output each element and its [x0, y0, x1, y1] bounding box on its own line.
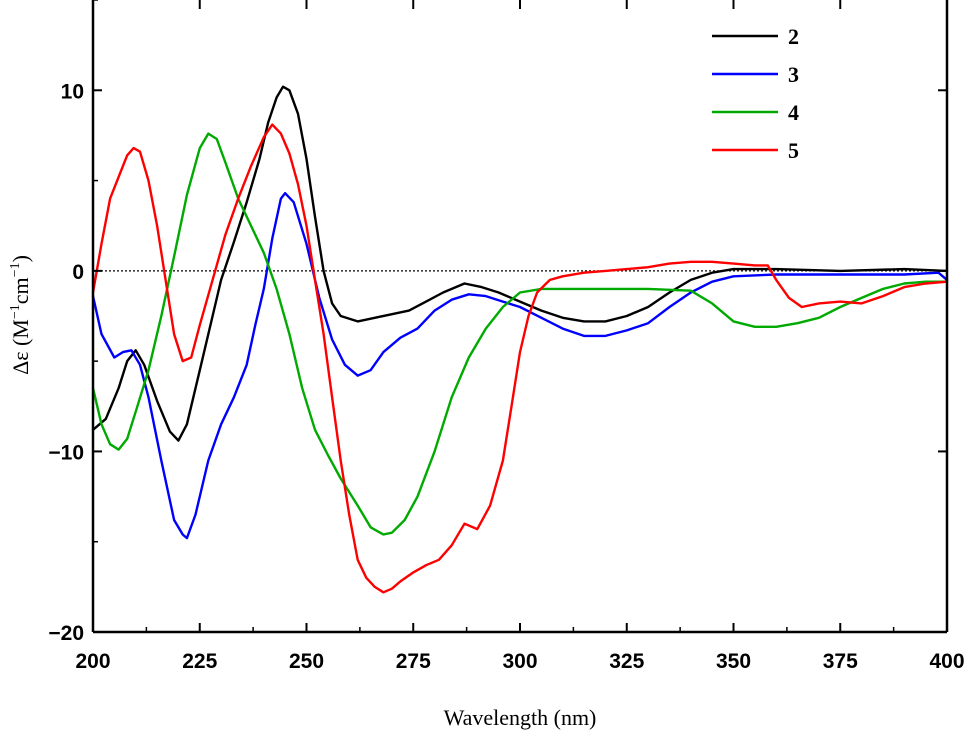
legend: 2 3 4 5 — [712, 24, 799, 163]
y-axis-title: Δε (M−1cm−1) — [8, 255, 33, 375]
x-tick-label: 325 — [609, 650, 644, 673]
x-axis-ticks: 200 225 250 275 300 325 350 375 400 — [75, 0, 965, 673]
legend-label: 5 — [788, 138, 799, 163]
series-line-5 — [91, 123, 949, 594]
x-tick-label: 275 — [396, 650, 431, 673]
y-axis-ticks: −20 −10 0 10 — [48, 0, 947, 645]
x-tick-label: 300 — [502, 650, 537, 673]
legend-entry-2: 2 — [712, 24, 799, 49]
x-tick-label: 200 — [75, 650, 110, 673]
series-line-4 — [91, 132, 949, 536]
x-tick-label: 250 — [289, 650, 324, 673]
axes-layer — [91, 0, 949, 634]
y-axis-title-mid: cm — [8, 277, 33, 304]
legend-entry-3: 3 — [712, 62, 799, 87]
x-tick-label: 350 — [716, 650, 751, 673]
series-line-3 — [91, 192, 949, 540]
y-tick-label: −20 — [48, 622, 84, 645]
x-tick-label: 375 — [823, 650, 858, 673]
x-tick-label: 225 — [182, 650, 217, 673]
legend-entry-4: 4 — [712, 100, 799, 125]
legend-label: 3 — [788, 62, 799, 87]
legend-label: 4 — [788, 100, 799, 125]
y-tick-label: −10 — [48, 441, 84, 464]
y-axis-title-base: Δε (M — [8, 319, 33, 375]
y-axis-title-end: ) — [8, 255, 33, 262]
series-line-2 — [91, 85, 949, 442]
legend-entry-5: 5 — [712, 138, 799, 163]
x-axis-title: Wavelength (nm) — [444, 705, 597, 730]
y-tick-label: 0 — [72, 261, 84, 284]
y-axis-title-sup1: −1 — [8, 304, 23, 319]
x-tick-label: 400 — [929, 650, 964, 673]
y-axis-title-sup2: −1 — [8, 262, 23, 277]
legend-label: 2 — [788, 24, 799, 49]
series-layer — [91, 85, 949, 594]
y-tick-label: 10 — [61, 80, 84, 103]
